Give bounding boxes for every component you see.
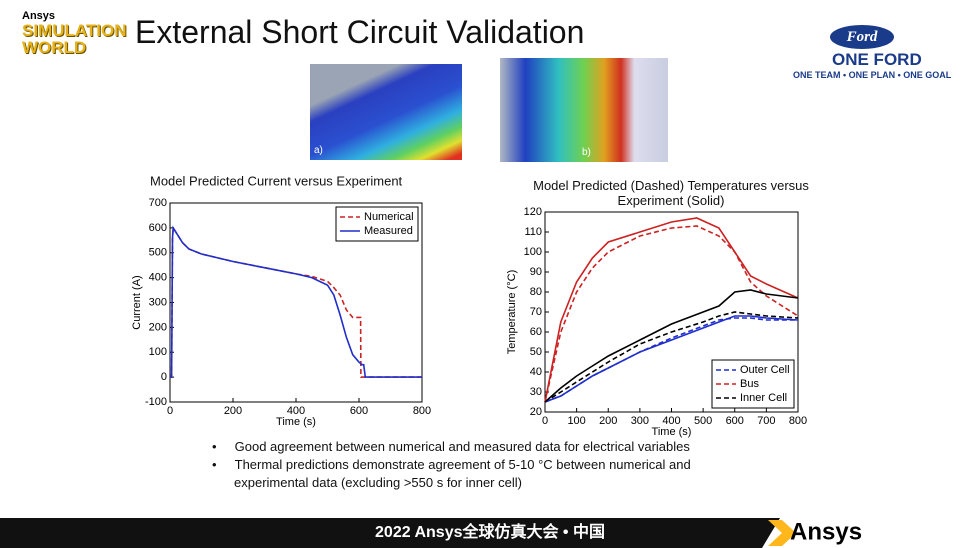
x-tick-label: 400: [287, 405, 305, 417]
y-tick-label: 500: [149, 247, 167, 259]
event-logo: Ansys SIMULATION WORLD: [22, 10, 127, 72]
image-a: a): [310, 64, 462, 160]
x-tick-label: 0: [167, 405, 173, 417]
y-tick-label: 110: [524, 226, 542, 238]
legend-box: [335, 206, 419, 242]
footer-event: 2022 Ansys全球仿真大会 • 中国: [375, 522, 605, 541]
y-tick-label: 600: [149, 222, 167, 234]
ford-name: ONE FORD: [832, 50, 922, 69]
legend-label: Bus: [740, 378, 759, 390]
y-tick-label: 120: [524, 206, 542, 218]
y-tick-label: 100: [524, 246, 542, 258]
footer-brand: Ansys: [790, 518, 862, 545]
series-line: [544, 225, 799, 403]
x-axis-label: Time (s): [276, 416, 316, 428]
footer-bar: [0, 518, 780, 548]
y-tick-label: 30: [530, 386, 542, 398]
chart-title: Model Predicted Current versus Experimen…: [150, 173, 403, 188]
x-tick-label: 700: [757, 415, 775, 427]
image-b: b): [500, 58, 668, 162]
charts: Model Predicted Current versus Experimen…: [131, 173, 809, 438]
x-axis-label: Time (s): [652, 426, 692, 438]
bullet-list: • Good agreement between numerical and m…: [212, 438, 752, 492]
y-tick-label: 400: [149, 272, 167, 284]
y-tick-label: 0: [161, 371, 167, 383]
bullet-text: Good agreement between numerical and mea…: [234, 439, 690, 454]
x-tick-label: 400: [662, 415, 680, 427]
x-tick-label: 500: [694, 415, 712, 427]
y-tick-label: 200: [149, 321, 167, 333]
footer-chevron: [768, 520, 796, 546]
image-label: b): [582, 147, 591, 158]
series-line: [544, 311, 799, 403]
x-tick-label: 800: [789, 415, 807, 427]
y-tick-label: 90: [530, 266, 542, 278]
ford-oval: Ford: [830, 25, 894, 49]
y-tick-label: 70: [530, 306, 542, 318]
series-line: [544, 217, 799, 403]
x-tick-label: 200: [599, 415, 617, 427]
bullet-text: Thermal predictions demonstrate agreemen…: [234, 457, 691, 490]
y-tick-label: 700: [149, 197, 167, 209]
ford-tagline: ONE TEAM • ONE PLAN • ONE GOAL: [793, 70, 952, 80]
series-line: [544, 315, 799, 403]
x-tick-label: 200: [224, 405, 242, 417]
footer: 2022 Ansys全球仿真大会 • 中国 Ansys: [0, 518, 862, 548]
legend-label: Inner Cell: [740, 392, 787, 404]
legend-label: Outer Cell: [740, 364, 790, 376]
x-tick-label: 600: [726, 415, 744, 427]
y-tick-label: 20: [530, 406, 542, 418]
legend-label: Numerical: [364, 211, 414, 223]
logo-brand: Ansys: [22, 10, 56, 22]
y-tick-label: 60: [530, 326, 542, 338]
y-tick-label: 80: [530, 286, 542, 298]
bullet: • Thermal predictions demonstrate agreem…: [212, 457, 691, 490]
slide-title: External Short Circuit Validation: [135, 14, 585, 50]
y-tick-label: -100: [145, 396, 167, 408]
legend-label: Measured: [364, 225, 413, 237]
x-tick-label: 800: [413, 405, 431, 417]
y-tick-label: 40: [530, 366, 542, 378]
chart-title: Model Predicted (Dashed) Temperatures ve…: [533, 178, 809, 208]
logo-event: SIMULATION WORLD: [22, 21, 127, 57]
x-tick-label: 100: [567, 415, 585, 427]
chart-title-box: Model Predicted (Dashed) Temperatures ve…: [533, 178, 809, 208]
y-tick-label: 100: [149, 346, 167, 358]
y-axis-label: Temperature (°C): [506, 270, 518, 354]
y-tick-label: 300: [149, 296, 167, 308]
y-axis-label: Current (A): [131, 275, 143, 329]
image-label: a): [314, 145, 323, 156]
y-tick-label: 50: [530, 346, 542, 358]
series-line: [170, 225, 422, 378]
x-tick-label: 600: [350, 405, 368, 417]
bullet: • Good agreement between numerical and m…: [212, 439, 690, 454]
series-line: [544, 289, 799, 403]
x-tick-label: 300: [631, 415, 649, 427]
x-tick-label: 0: [542, 415, 548, 427]
